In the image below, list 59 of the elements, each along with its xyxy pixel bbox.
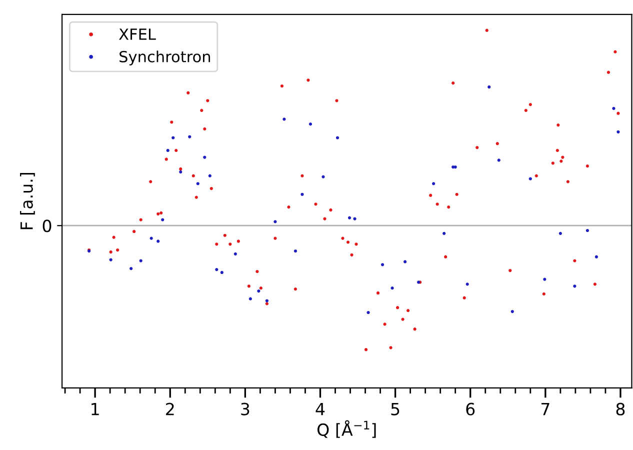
point (594, 255, 598, 258)
point (130, 267, 133, 270)
point (390, 286, 394, 290)
point (510, 310, 514, 314)
point (348, 216, 352, 220)
point (150, 236, 153, 240)
point (586, 228, 589, 232)
x-tick-label: 5 (391, 402, 400, 416)
point (497, 158, 500, 162)
point (616, 130, 620, 134)
y-axis-title: F [a.u.] (20, 172, 35, 230)
point (300, 192, 304, 196)
legend-label: Synchrotron (120, 50, 210, 66)
x-tick-label: 3 (241, 402, 250, 416)
point (282, 118, 286, 121)
point (612, 106, 616, 110)
x-tick-label: 6 (466, 402, 475, 416)
point (215, 268, 218, 272)
point (308, 122, 312, 126)
point (366, 310, 370, 314)
point (179, 170, 182, 174)
point (172, 136, 175, 140)
point (161, 218, 164, 222)
x-axis-title: Q [Å$^{−1}$] (317, 420, 376, 438)
point (543, 278, 546, 281)
point (558, 232, 562, 235)
point (188, 135, 192, 138)
point (466, 282, 469, 286)
x-tick-label: 7 (541, 402, 550, 416)
legend-label: XFEL (119, 28, 156, 40)
point (573, 284, 576, 288)
point (432, 182, 436, 186)
point (220, 270, 224, 274)
point (294, 249, 298, 253)
point (336, 136, 340, 140)
point (139, 259, 142, 262)
point (234, 252, 237, 256)
point (528, 177, 532, 180)
point (208, 174, 212, 178)
point (257, 289, 260, 293)
point (196, 182, 200, 186)
point (488, 85, 491, 89)
point (156, 240, 160, 243)
ref-line-label: 0 (42, 220, 52, 232)
point (203, 156, 206, 159)
point (248, 297, 252, 300)
point (353, 217, 356, 220)
point (380, 263, 384, 266)
x-tick-label: 4 (316, 402, 325, 416)
x-tick-label: 2 (166, 402, 174, 416)
point (322, 175, 325, 178)
point (404, 260, 407, 264)
point (109, 258, 112, 262)
point (265, 299, 268, 302)
x-tick-label: 1 (92, 402, 99, 416)
point (274, 220, 277, 224)
x-tick-label: 8 (616, 402, 625, 416)
point (166, 148, 170, 152)
point (442, 232, 446, 235)
